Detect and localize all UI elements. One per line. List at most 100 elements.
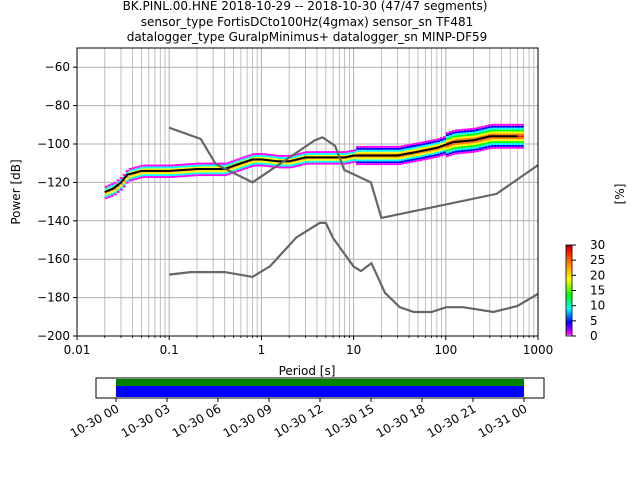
pdf-cell (107, 184, 111, 187)
pdf-cell (371, 151, 375, 154)
pdf-cell (433, 150, 437, 153)
pdf-cell (365, 147, 369, 150)
pdf-cell (454, 152, 458, 155)
pdf-cell (296, 153, 300, 156)
pdf-cell (499, 131, 503, 134)
pdf-cell (332, 162, 336, 165)
pdf-cell (359, 147, 363, 150)
pdf-cell (383, 161, 387, 164)
pdf-cell (427, 145, 431, 148)
pdf-cell (353, 151, 357, 154)
pdf-cell (478, 126, 482, 129)
pdf-cell (215, 170, 219, 173)
pdf-cell (125, 170, 129, 173)
pdf-cell (472, 150, 476, 153)
pdf-cell (146, 168, 150, 171)
pdf-cell (365, 159, 369, 162)
pdf-cell (332, 160, 336, 163)
pdf-cell (149, 172, 153, 175)
pdf-cell (170, 168, 174, 171)
pdf-cell (317, 158, 321, 161)
pdf-cell (344, 151, 348, 154)
pdf-cell (134, 168, 138, 171)
pdf-cell (442, 149, 446, 152)
pdf-cell (377, 151, 381, 154)
pdf-cell (242, 156, 246, 159)
pdf-cell (119, 188, 123, 191)
pdf-cell (505, 131, 509, 134)
pdf-cell (287, 154, 291, 157)
pdf-cell (439, 148, 443, 151)
pdf-cell (472, 146, 476, 149)
pdf-cell (161, 174, 165, 177)
pdf-cell (395, 159, 399, 162)
pdf-cell (490, 144, 494, 147)
pdf-cell (134, 166, 138, 169)
pdf-cell (269, 165, 273, 168)
pdf-cell (308, 162, 312, 165)
pdf-cell (451, 151, 455, 154)
pdf-cell (487, 141, 491, 144)
pdf-cell (451, 133, 455, 136)
plot-frame (76, 47, 539, 337)
pdf-cell (409, 157, 413, 159)
pdf-cell (415, 144, 419, 147)
pdf-cell (197, 174, 201, 177)
pdf-cell (433, 156, 437, 159)
pdf-cell (460, 134, 464, 137)
pdf-cell (353, 158, 357, 161)
pdf-cell (517, 141, 521, 144)
pdf-cell (454, 137, 458, 140)
pdf-cell (404, 150, 408, 153)
pdf-cell (430, 150, 434, 153)
pdf-cell (125, 175, 129, 178)
pdf-cell (508, 137, 512, 140)
pdf-cell (463, 151, 467, 154)
pdf-cell (281, 166, 285, 169)
pdf-cell (499, 144, 503, 147)
pdf-cell (439, 152, 443, 155)
pdf-cell (409, 145, 413, 148)
pdf-cell (377, 157, 381, 160)
pdf-cell (224, 164, 228, 167)
pdf-cell (116, 187, 120, 190)
pdf-cell (341, 160, 345, 163)
pdf-cell (161, 164, 165, 167)
pdf-cell (433, 140, 437, 143)
pdf-cell (466, 149, 470, 152)
pdf-cell (206, 174, 210, 177)
pdf-cell (496, 129, 500, 132)
pdf-cell (335, 154, 339, 157)
pdf-cell (140, 176, 144, 179)
pdf-cell (520, 135, 524, 138)
pdf-cell (517, 143, 521, 145)
pdf-cell (233, 161, 237, 164)
pdf-cell (110, 190, 114, 193)
pdf-cell (407, 153, 410, 156)
pdf-cell (448, 150, 452, 153)
pdf-cell (131, 174, 135, 177)
pdf-cell (116, 179, 120, 182)
pdf-cell (487, 139, 491, 142)
pdf-cell (445, 149, 449, 152)
pdf-cell (469, 131, 473, 134)
pdf-cell (278, 154, 282, 157)
pdf-cell (520, 144, 524, 147)
pdf-cell (398, 159, 402, 162)
pdf-cell (365, 163, 369, 166)
pdf-cell (424, 142, 428, 145)
pdf-cell (448, 152, 452, 155)
pdf-cell (451, 130, 455, 132)
pdf-cell (275, 156, 279, 159)
pdf-cell (260, 156, 264, 159)
pdf-cell (233, 169, 237, 172)
pdf-cell (236, 160, 240, 163)
y-tick-label: −160 (37, 252, 70, 266)
pdf-cell (463, 143, 467, 146)
title-line-3: datalogger_type GuralpMinimus+ datalogge… (127, 30, 488, 44)
pdf-cell (365, 149, 369, 152)
pdf-cell (475, 130, 479, 133)
x-ticks: 0.01 0.1 1 10 100 1000 (64, 336, 553, 357)
pdf-cell (472, 148, 476, 151)
